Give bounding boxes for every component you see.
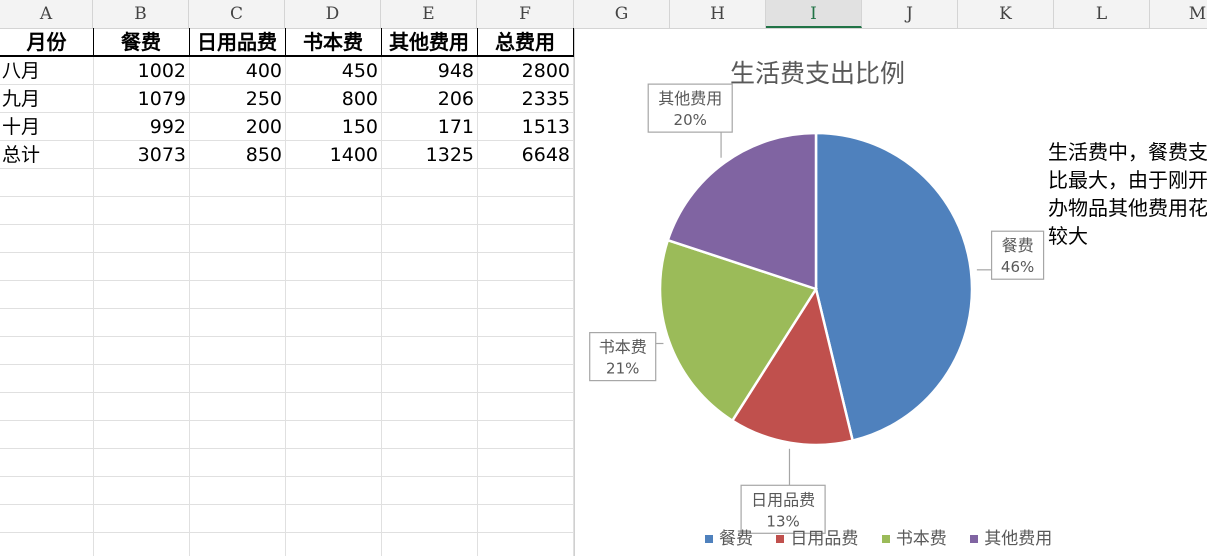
table-cell[interactable]: 3073 (137, 144, 186, 166)
column-header-d[interactable]: D (285, 0, 381, 28)
note-text-line-1: 生活费中，餐费支 (1048, 140, 1207, 164)
legend-swatch (776, 535, 785, 543)
legend-item-books[interactable]: 书本费 (881, 524, 947, 549)
table-cell[interactable]: 6648 (521, 144, 570, 166)
pie-slice-books[interactable] (658, 238, 818, 423)
note-text-line-2: 比最大，由于刚开 (1048, 168, 1207, 192)
column-header-b[interactable]: B (93, 0, 189, 28)
legend-item-other[interactable]: 其他费用 (970, 524, 1052, 549)
legend-item-daily-goods[interactable]: 日用品费 (776, 524, 858, 549)
table-cell[interactable]: 1002 (137, 60, 186, 82)
table-cell[interactable]: 1325 (425, 144, 474, 166)
note-text-line-3: 办物品其他费用花 (1048, 196, 1207, 220)
chart-title[interactable]: 生活费支出比例 (729, 59, 905, 88)
header-cell-meal[interactable]: 餐费 (121, 30, 161, 54)
data-label-daily-goods[interactable]: 日用品费 13% (740, 448, 826, 534)
column-header-j[interactable]: J (862, 0, 958, 28)
data-label-category: 餐费 (1002, 236, 1034, 255)
data-label-meal[interactable]: 餐费 46% (976, 230, 1045, 280)
data-label-box (589, 332, 657, 382)
table-cell[interactable]: 1400 (329, 144, 378, 166)
data-label-books[interactable]: 书本费 21% (589, 332, 664, 382)
legend-item-meal[interactable]: 餐费 (705, 524, 753, 549)
table-cell[interactable]: 总计 (2, 144, 41, 166)
table-cell[interactable]: 206 (437, 88, 474, 110)
table-cell[interactable]: 2335 (521, 88, 570, 110)
header-cell-books[interactable]: 书本费 (303, 30, 363, 54)
column-header-h[interactable]: H (670, 0, 766, 28)
table-cell[interactable]: 171 (437, 116, 474, 138)
legend-swatch (970, 535, 979, 543)
column-header-g[interactable]: G (574, 0, 670, 28)
table-cell[interactable]: 250 (245, 88, 282, 110)
data-label-category: 书本费 (599, 338, 647, 357)
table-cell[interactable]: 450 (341, 60, 378, 82)
data-label-percent: 21% (606, 360, 639, 378)
column-header-i[interactable]: I (766, 0, 862, 28)
column-header-l[interactable]: L (1054, 0, 1150, 28)
column-header-f[interactable]: F (477, 0, 574, 28)
header-cell-total[interactable]: 总费用 (495, 30, 555, 54)
data-label-box (990, 230, 1045, 280)
table-cell[interactable]: 850 (245, 144, 282, 166)
table-cell[interactable]: 992 (149, 116, 186, 138)
data-label-box (647, 83, 733, 133)
legend-swatch (881, 535, 890, 543)
table-cell[interactable]: 2800 (521, 60, 570, 82)
data-label-category: 其他费用 (658, 89, 722, 108)
data-label-other[interactable]: 其他费用 20% (647, 83, 733, 158)
pie-chart-area[interactable]: 生活费支出比例 餐费 46% 日用品费 13% 书本费 21% 其他费用 20% 生活费中，餐… (575, 28, 1207, 556)
table-cell[interactable]: 800 (341, 88, 378, 110)
data-label-percent: 20% (674, 111, 707, 129)
pie-slice-meal[interactable] (814, 131, 974, 443)
table-cell[interactable]: 1079 (137, 88, 186, 110)
data-label-category: 日用品费 (751, 490, 815, 509)
data-label-percent: 46% (1001, 258, 1034, 276)
column-header-c[interactable]: C (189, 0, 285, 28)
column-header-a[interactable]: A (0, 0, 93, 28)
column-header-e[interactable]: E (381, 0, 477, 28)
header-cell-other[interactable]: 其他费用 (389, 30, 469, 54)
table-cell[interactable]: 八月 (2, 60, 41, 82)
note-text-line-4: 较大 (1048, 224, 1088, 248)
chart-legend[interactable]: 餐费 日用品费 书本费 其他费用 (705, 524, 1070, 549)
header-cell-month[interactable]: 月份 (26, 30, 67, 54)
column-header-m[interactable]: M (1150, 0, 1207, 28)
frozen-pane-divider (574, 28, 575, 556)
table-cell[interactable]: 九月 (2, 88, 41, 110)
table-cell[interactable]: 948 (437, 60, 474, 82)
header-cell-daily-goods[interactable]: 日用品费 (197, 30, 277, 54)
column-header-k[interactable]: K (958, 0, 1054, 28)
table-cell[interactable]: 十月 (2, 116, 41, 138)
pie-slice-other[interactable] (666, 131, 818, 291)
table-cell[interactable]: 150 (341, 116, 378, 138)
table-cell[interactable]: 1513 (521, 116, 570, 138)
pie-slice-daily-goods[interactable] (730, 285, 855, 447)
table-cell[interactable]: 200 (245, 116, 282, 138)
header-bottom-border (0, 55, 574, 57)
column-header-bar: A B C D E F G H I J K L M (0, 0, 1207, 29)
table-cell[interactable]: 400 (245, 60, 282, 82)
data-label-box (740, 484, 826, 534)
data-label-percent: 13% (766, 512, 799, 530)
legend-swatch (705, 535, 713, 543)
